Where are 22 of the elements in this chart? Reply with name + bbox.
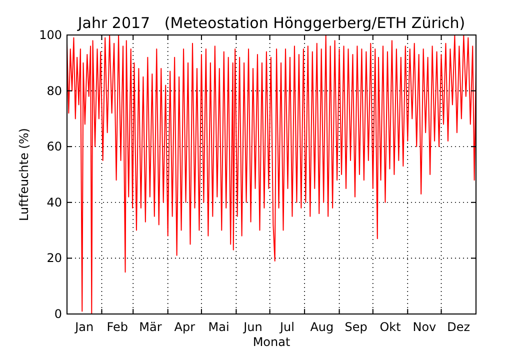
x-tick-label: Dez bbox=[447, 320, 470, 334]
y-tick-label: 100 bbox=[39, 28, 62, 42]
x-tick-label: Aug bbox=[310, 320, 334, 334]
x-tick-label: Nov bbox=[412, 320, 436, 334]
y-tick-label: 0 bbox=[54, 307, 62, 321]
line-series bbox=[66, 34, 476, 314]
x-axis-title: Monat bbox=[252, 335, 290, 349]
x-tick-label: Mai bbox=[208, 320, 230, 334]
y-tick-label: 40 bbox=[46, 195, 62, 210]
x-tick-label: Feb bbox=[106, 320, 128, 334]
x-tick-label: Jul bbox=[278, 320, 294, 334]
y-tick-label: 60 bbox=[46, 140, 62, 154]
x-tick-label: Jun bbox=[242, 320, 262, 334]
x-tick-label: Okt bbox=[380, 320, 402, 334]
x-tick-label: Sep bbox=[344, 320, 368, 334]
chart-title: Jahr 2017 (Meteostation Hönggerberg/ETH Zürich) bbox=[76, 14, 466, 32]
y-tick-label: 80 bbox=[46, 84, 62, 98]
y-axis-title: Luftfeuchte (%) bbox=[17, 128, 31, 221]
x-tick-label: Apr bbox=[174, 320, 196, 334]
x-tick-label: Mär bbox=[139, 320, 162, 334]
y-tick-label: 20 bbox=[46, 251, 62, 266]
x-tick-label: Jan bbox=[74, 320, 94, 334]
